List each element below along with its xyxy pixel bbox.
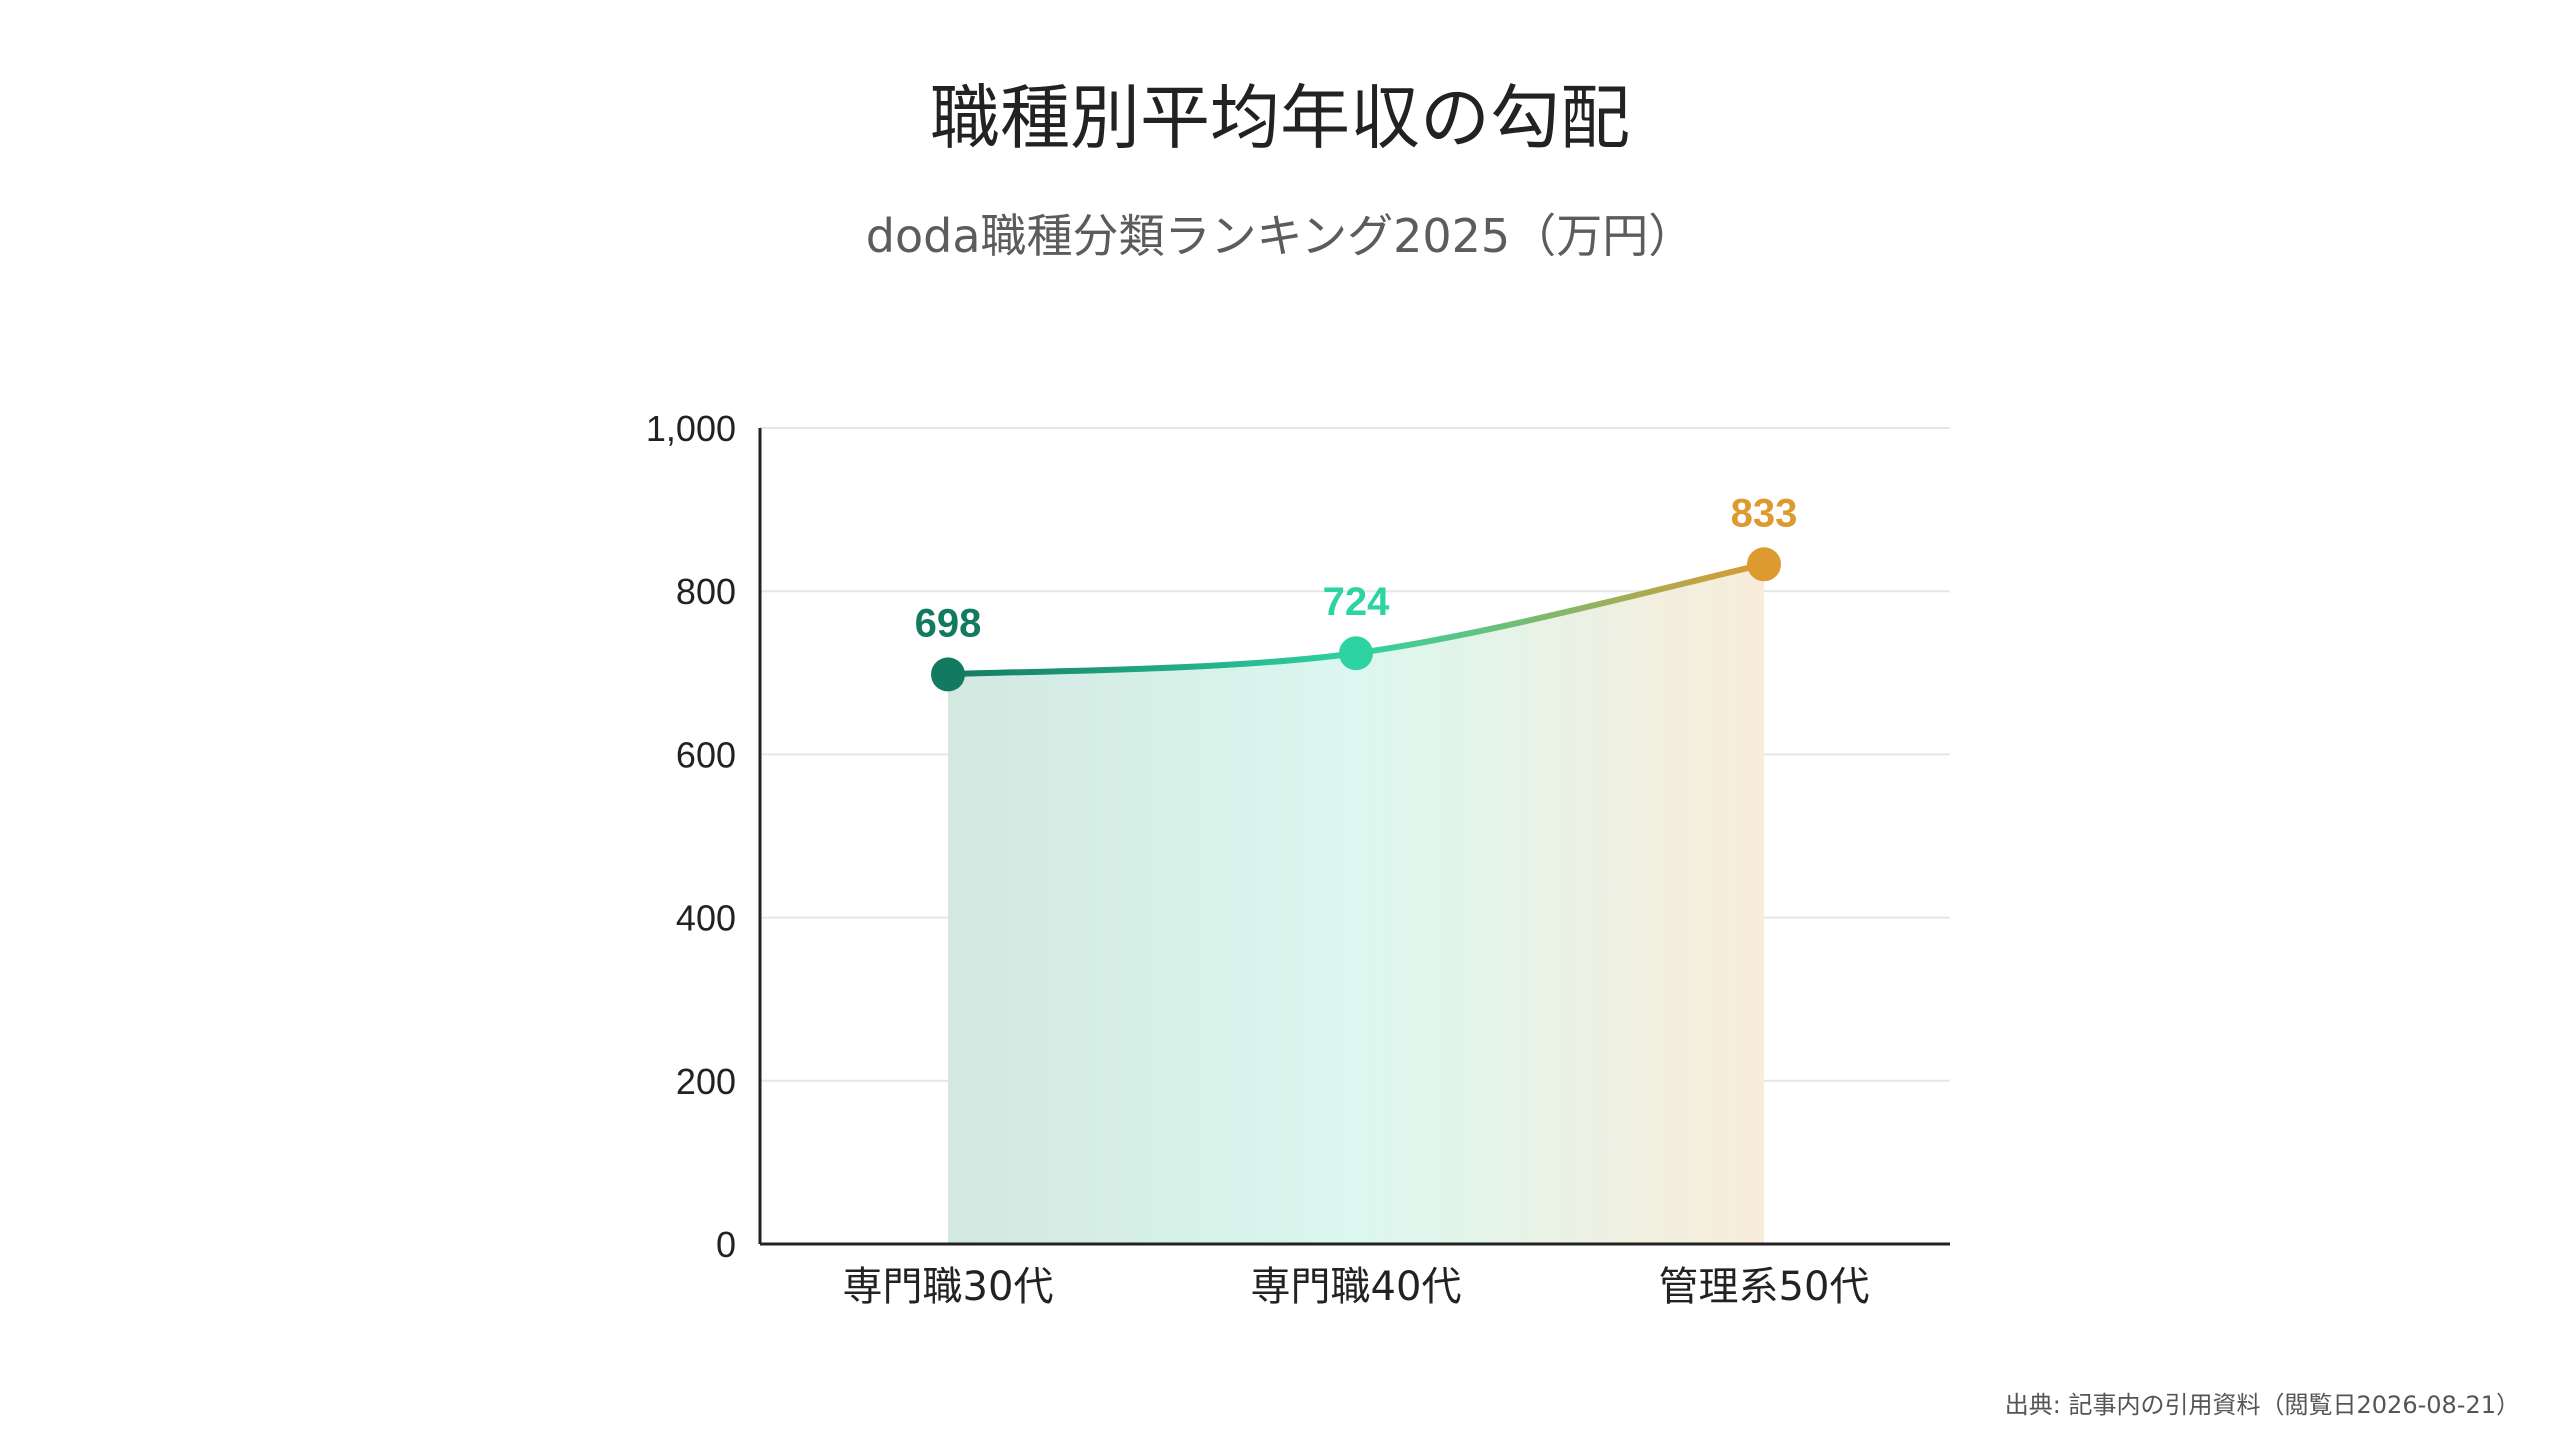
x-category-label: 専門職30代: [843, 1264, 1054, 1310]
data-points: [931, 547, 1781, 692]
x-axis-categories: 専門職30代 専門職40代 管理系50代: [843, 1264, 1870, 1310]
y-tick-label: 400: [676, 898, 736, 939]
chart-subtitle: doda職種分類ランキング2025（万円）: [866, 209, 1694, 263]
y-tick-label: 800: [676, 571, 736, 612]
y-tick-label: 0: [716, 1224, 736, 1265]
data-point: [1747, 547, 1781, 582]
y-tick-label: 200: [676, 1061, 736, 1102]
data-value-label: 724: [1323, 580, 1390, 624]
area-fill: [948, 564, 1764, 1244]
data-point: [1339, 636, 1373, 671]
source-note: 出典: 記事内の引用資料（閲覧日2026-08-21）: [2005, 1391, 2520, 1419]
axes: [758, 428, 1950, 1246]
y-axis-ticks: 0 200 400 600 800 1,000: [646, 408, 736, 1265]
x-category-label: 専門職40代: [1251, 1264, 1462, 1310]
y-tick-label: 1,000: [646, 408, 736, 449]
y-tick-label: 600: [676, 734, 736, 775]
data-value-label: 833: [1731, 491, 1798, 535]
data-value-label: 698: [915, 601, 982, 645]
chart-title: 職種別平均年収の勾配: [930, 77, 1630, 159]
data-labels: 698 724 833: [915, 491, 1798, 645]
data-point: [931, 657, 965, 692]
x-category-label: 管理系50代: [1659, 1264, 1870, 1310]
